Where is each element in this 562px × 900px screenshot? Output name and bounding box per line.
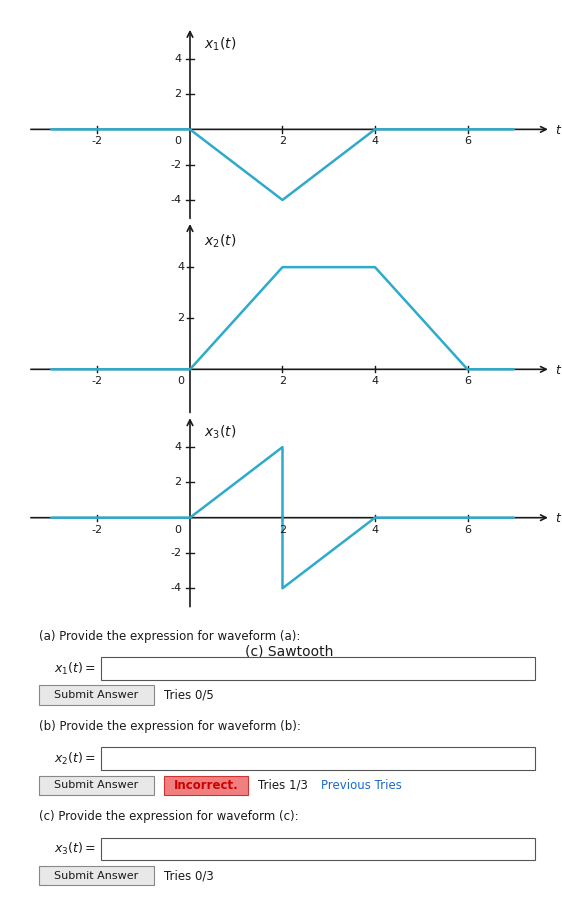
Text: (a) Provide the expression for waveform (a):: (a) Provide the expression for waveform … [39, 630, 300, 644]
Text: -2: -2 [92, 376, 103, 386]
Text: $t$ (s): $t$ (s) [555, 362, 562, 377]
Text: 4: 4 [371, 376, 379, 386]
Text: 2: 2 [177, 313, 184, 323]
Text: 2: 2 [279, 376, 286, 386]
Text: 2: 2 [175, 89, 182, 99]
Text: 6: 6 [464, 376, 471, 386]
Text: (b) Provide the expression for waveform (b):: (b) Provide the expression for waveform … [39, 720, 301, 733]
Text: $x_2(t)=$: $x_2(t)=$ [54, 751, 96, 767]
Text: Incorrect.: Incorrect. [174, 778, 238, 792]
Text: $x_3(t)=$: $x_3(t)=$ [54, 841, 96, 857]
FancyBboxPatch shape [164, 776, 248, 796]
Text: (c) Provide the expression for waveform (c):: (c) Provide the expression for waveform … [39, 810, 298, 824]
Text: 4: 4 [371, 525, 379, 535]
Text: $x_3(t)$: $x_3(t)$ [204, 424, 236, 441]
Text: (b) Mesa: (b) Mesa [259, 450, 320, 464]
FancyBboxPatch shape [101, 747, 535, 770]
Text: Submit Answer: Submit Answer [54, 870, 138, 880]
Text: 0: 0 [175, 137, 182, 147]
FancyBboxPatch shape [39, 686, 153, 706]
Text: 2: 2 [279, 525, 286, 535]
Text: 0: 0 [175, 525, 182, 535]
Text: $t$ (s): $t$ (s) [555, 122, 562, 137]
Text: $t$ (s): $t$ (s) [555, 510, 562, 526]
Text: 4: 4 [175, 54, 182, 64]
Text: -4: -4 [170, 195, 182, 205]
Text: 6: 6 [464, 137, 471, 147]
Text: 0: 0 [178, 376, 184, 386]
Text: $x_1(t)$: $x_1(t)$ [204, 35, 236, 52]
Text: 4: 4 [371, 137, 379, 147]
Text: Submit Answer: Submit Answer [54, 690, 138, 700]
Text: -2: -2 [170, 159, 182, 170]
Text: 2: 2 [279, 137, 286, 147]
Text: -4: -4 [170, 583, 182, 593]
Text: $x_1(t)=$: $x_1(t)=$ [54, 661, 96, 677]
FancyBboxPatch shape [101, 657, 535, 680]
FancyBboxPatch shape [39, 866, 153, 886]
Text: (a) “Vee”: (a) “Vee” [258, 256, 321, 270]
Text: 6: 6 [464, 525, 471, 535]
Text: Tries 0/3: Tries 0/3 [164, 869, 214, 882]
Text: -2: -2 [92, 525, 103, 535]
Text: Submit Answer: Submit Answer [54, 780, 138, 790]
FancyBboxPatch shape [39, 776, 153, 796]
Text: $x_2(t)$: $x_2(t)$ [204, 233, 236, 250]
Text: 4: 4 [175, 442, 182, 452]
Text: (c) Sawtooth: (c) Sawtooth [245, 644, 334, 659]
Text: 2: 2 [175, 477, 182, 488]
FancyBboxPatch shape [101, 838, 535, 860]
Text: -2: -2 [170, 548, 182, 558]
Text: Previous Tries: Previous Tries [321, 778, 402, 792]
Text: Tries 0/5: Tries 0/5 [164, 688, 214, 702]
Text: Tries 1/3: Tries 1/3 [258, 778, 308, 792]
Text: 4: 4 [177, 262, 184, 272]
Text: -2: -2 [92, 137, 103, 147]
